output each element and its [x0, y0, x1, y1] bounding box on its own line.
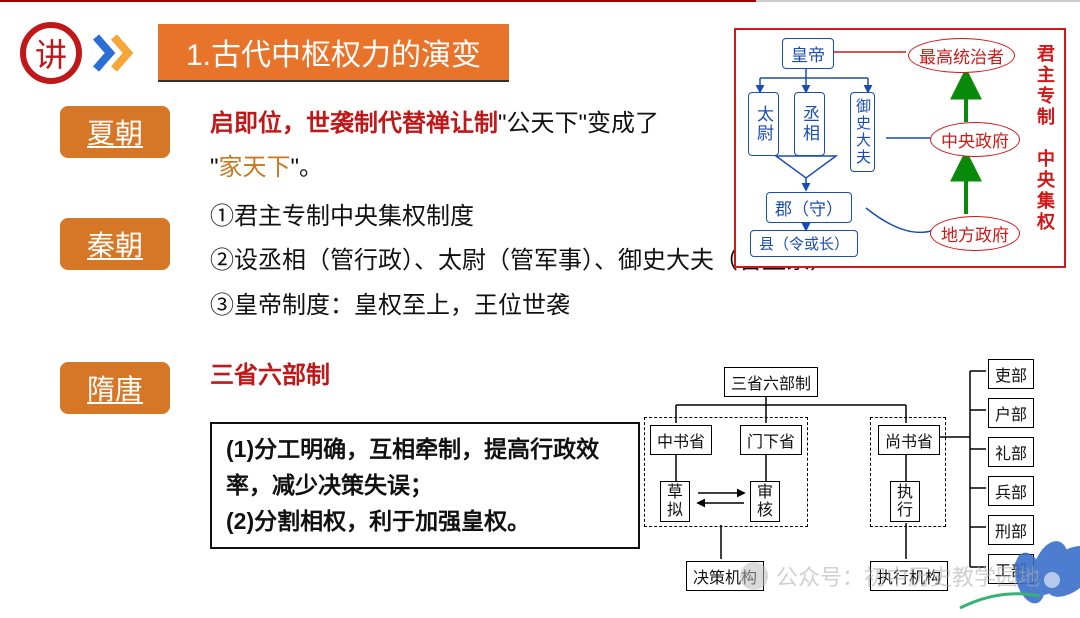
node-local: 地方政府	[930, 216, 1020, 251]
dept-0: 吏部	[988, 359, 1034, 389]
analysis-box: (1)分工明确，互相牵制，提高行政效率，减少决策失误； (2)分割相权，利于加强…	[210, 422, 640, 549]
dynasty-qin: 秦朝	[60, 218, 170, 270]
chevron-icon	[92, 33, 140, 73]
node-zhixing: 执行	[890, 481, 920, 522]
node-xian: 县（令或长）	[750, 230, 858, 257]
node-jun: 郡（守）	[766, 192, 852, 223]
lecture-circle-icon: 讲	[20, 22, 82, 84]
node-menxia: 门下省	[740, 425, 802, 455]
node-shangshu: 尚书省	[878, 425, 940, 455]
node-root: 三省六部制	[724, 367, 818, 397]
node-central: 中央政府	[930, 122, 1020, 157]
node-chengxiang: 丞相	[794, 92, 825, 156]
node-zhongshu: 中书省	[650, 425, 712, 455]
node-emperor: 皇帝	[782, 38, 834, 69]
node-yushi: 御史大夫	[850, 92, 875, 172]
watermark: 公众号：初中历史教学园地	[740, 560, 1040, 592]
dept-2: 礼部	[988, 437, 1034, 467]
dynasty-xia: 夏朝	[60, 106, 170, 158]
node-shenhe: 审核	[750, 481, 780, 522]
qin-structure-diagram: 皇帝 最高统治者 太尉 丞相 御史大夫 中央政府 郡（守） 县（令或长） 地方政…	[734, 28, 1066, 268]
section-title: 1.古代中枢权力的演变	[158, 24, 509, 82]
side-label: 君主专制 中央集权	[1032, 44, 1058, 233]
dept-3: 兵部	[988, 476, 1034, 506]
wechat-icon	[740, 562, 768, 590]
node-taiwei: 太尉	[748, 92, 779, 156]
dynasty-sui: 隋唐	[60, 362, 170, 414]
node-caoni: 草拟	[660, 481, 690, 522]
dept-1: 户部	[988, 398, 1034, 428]
node-supreme: 最高统治者	[908, 38, 1015, 73]
